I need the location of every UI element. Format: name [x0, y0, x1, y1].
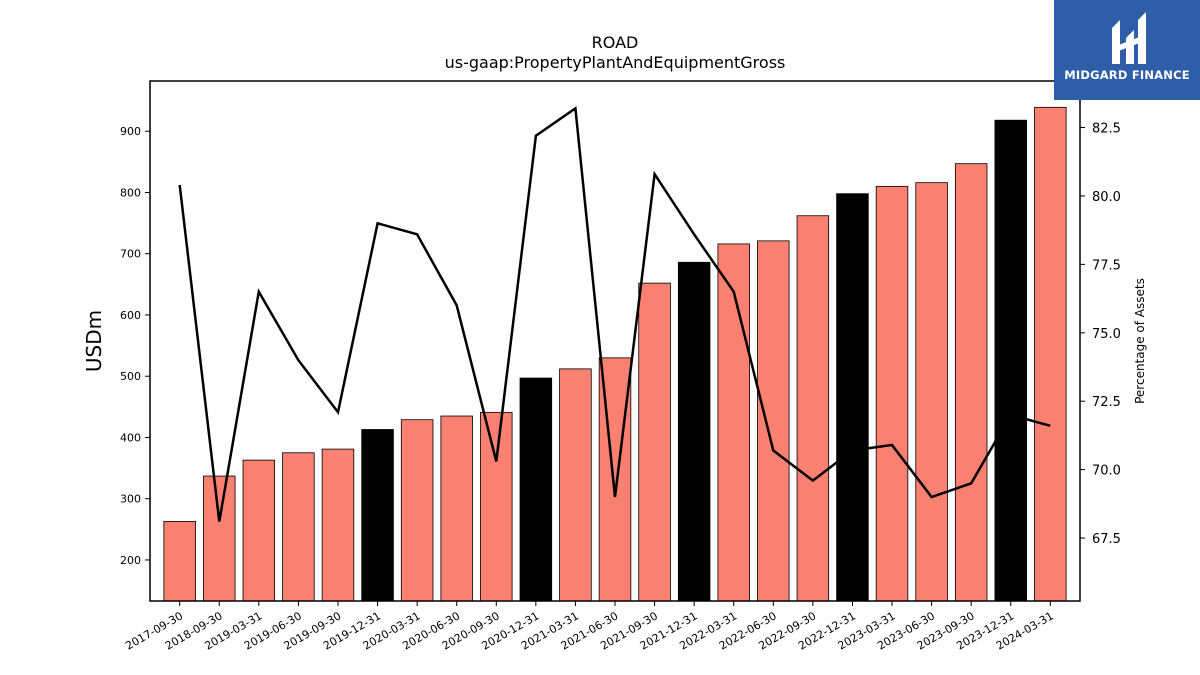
y-left-tick-label: 700	[120, 248, 141, 261]
y-axis-left-label: USDm	[82, 310, 106, 372]
bar-2021-12-31	[677, 261, 711, 602]
y-left-tick-label: 300	[120, 493, 141, 506]
y-axis-right-label: Percentage of Assets	[1133, 278, 1147, 404]
bar-2021-09-30	[638, 282, 671, 602]
x-axis: 2017-09-302018-09-302019-03-312019-06-30…	[123, 601, 1056, 653]
y-right-tick-label: 80.0	[1092, 190, 1121, 205]
bar-2021-03-31	[559, 368, 592, 602]
y-axis-right: 67.5 70.0 72.5 75.0 77.5 80.0 82.5	[1080, 122, 1121, 547]
bar-2019-09-30	[321, 448, 355, 602]
bar-2023-06-30	[915, 182, 948, 602]
logo-mark-icon	[1112, 12, 1146, 64]
bar-2017-09-30	[163, 520, 196, 602]
bar-2020-06-30	[440, 415, 473, 602]
bar-2019-12-31	[361, 429, 394, 602]
bar-2023-03-31	[875, 185, 909, 602]
bars-group	[163, 106, 1067, 602]
y-right-tick-label: 75.0	[1092, 327, 1121, 342]
y-right-tick-label: 67.5	[1092, 532, 1121, 547]
bar-2019-06-30	[282, 452, 315, 602]
chart-subtitle: us-gaap:PropertyPlantAndEquipmentGross	[445, 53, 786, 72]
logo-text: MIDGARD FINANCE	[1064, 68, 1190, 82]
line-group	[178, 106, 1051, 522]
bar-2019-03-31	[242, 459, 276, 602]
bar-2022-06-30	[757, 240, 790, 602]
y-left-tick-label: 600	[120, 309, 141, 322]
y-right-tick-label: 72.5	[1092, 395, 1121, 410]
chart-title: ROAD	[592, 33, 639, 52]
bar-2018-09-30	[203, 475, 236, 602]
y-left-tick-label: 200	[120, 554, 141, 567]
bar-2022-12-31	[836, 193, 869, 602]
percentage-line	[178, 106, 1051, 522]
y-right-tick-label: 82.5	[1092, 122, 1121, 137]
bar-2022-09-30	[796, 215, 830, 602]
bar-2020-12-31	[519, 377, 553, 602]
y-right-tick-label: 77.5	[1092, 258, 1121, 273]
bar-2023-09-30	[954, 163, 988, 602]
y-right-tick-label: 70.0	[1092, 464, 1121, 479]
bar-2024-03-31	[1034, 106, 1067, 602]
y-axis-left: 200 300 400 500 600 700 800 900	[120, 125, 150, 567]
y-left-tick-label: 500	[120, 370, 141, 383]
bar-2023-12-31	[994, 119, 1027, 602]
y-left-tick-label: 800	[120, 186, 141, 199]
bar-2020-03-31	[400, 419, 434, 602]
logo-badge: MIDGARD FINANCE	[1054, 0, 1200, 100]
bar-2020-09-30	[480, 411, 513, 602]
y-left-tick-label: 400	[120, 431, 141, 444]
bar-2022-03-31	[717, 243, 750, 602]
y-left-tick-label: 900	[120, 125, 141, 138]
